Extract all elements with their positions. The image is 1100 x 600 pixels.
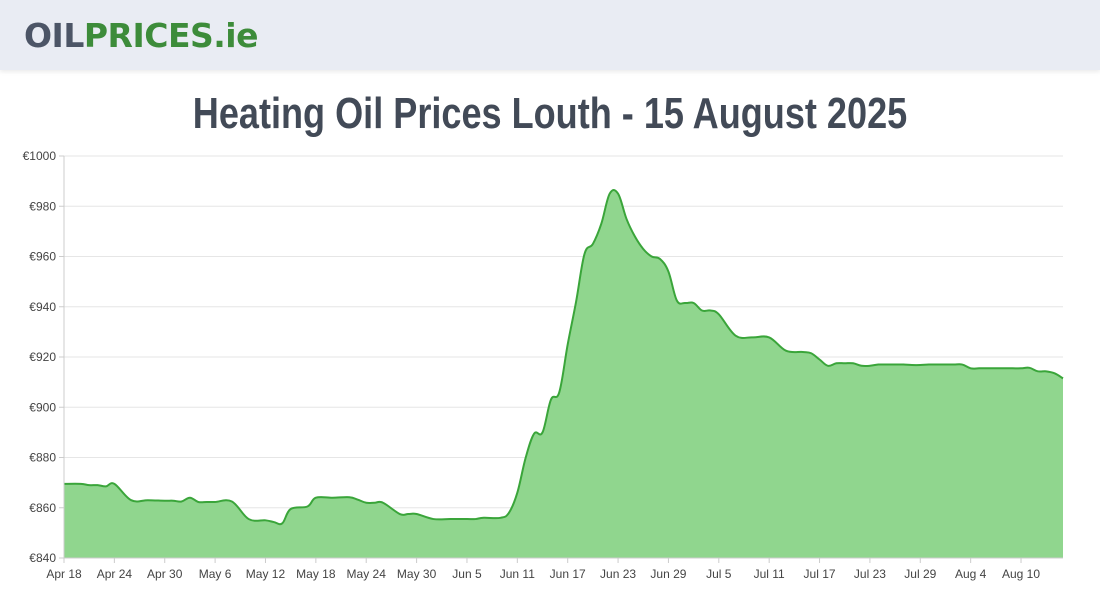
x-tick-label: Jul 23 bbox=[854, 567, 886, 581]
x-tick-label: Apr 24 bbox=[97, 567, 133, 581]
x-tick-label: Apr 30 bbox=[147, 567, 183, 581]
y-axis-labels: €840 €860 €880 €900 €920 €940 €960 €980 €1000 bbox=[23, 149, 57, 565]
y-tick-label: €1000 bbox=[23, 149, 57, 163]
x-tick-label: May 24 bbox=[347, 567, 387, 581]
logo-oil-text: OIL bbox=[24, 16, 84, 55]
x-tick-label: Jul 17 bbox=[804, 567, 836, 581]
x-tick-label: Jul 5 bbox=[706, 567, 732, 581]
y-tick-label: €840 bbox=[29, 551, 56, 565]
area-layer bbox=[63, 188, 1064, 559]
page-title: Heating Oil Prices Louth - 15 August 202… bbox=[192, 89, 908, 138]
axis-layer bbox=[59, 155, 1063, 563]
y-tick-label: €860 bbox=[29, 501, 56, 515]
x-tick-label: Jul 11 bbox=[754, 567, 785, 581]
site-logo[interactable]: OILPRICES.ie bbox=[24, 14, 258, 58]
x-tick-label: Jun 11 bbox=[500, 567, 535, 581]
y-tick-label: €960 bbox=[29, 250, 56, 264]
x-tick-label: May 18 bbox=[296, 567, 336, 581]
x-axis-labels: Apr 18 Apr 24 Apr 30 May 6 May 12 May 18 May 2… bbox=[46, 567, 1040, 581]
site-header: OILPRICES.ie bbox=[0, 0, 1100, 70]
y-tick-label: €940 bbox=[29, 300, 56, 314]
logo-prices-text: PRICES bbox=[83, 16, 214, 55]
x-tick-label: Jul 29 bbox=[904, 567, 936, 581]
y-tick-label: €920 bbox=[29, 350, 56, 364]
x-tick-label: Jun 23 bbox=[600, 567, 636, 581]
y-tick-label: €980 bbox=[29, 199, 56, 213]
x-tick-label: May 6 bbox=[199, 567, 232, 581]
y-tick-label: €900 bbox=[29, 400, 56, 414]
x-tick-label: Jun 5 bbox=[452, 567, 482, 581]
x-tick-label: Apr 18 bbox=[46, 567, 82, 581]
y-tick-label: €880 bbox=[29, 451, 56, 465]
x-tick-label: Aug 10 bbox=[1002, 567, 1040, 581]
x-tick-label: May 12 bbox=[246, 567, 286, 581]
logo-tld-text: .ie bbox=[213, 16, 258, 55]
x-tick-label: Jun 29 bbox=[650, 567, 686, 581]
price-line bbox=[63, 188, 1064, 526]
x-tick-label: Aug 4 bbox=[955, 567, 987, 581]
x-tick-label: Jun 17 bbox=[550, 567, 586, 581]
x-tick-label: May 30 bbox=[397, 567, 437, 581]
